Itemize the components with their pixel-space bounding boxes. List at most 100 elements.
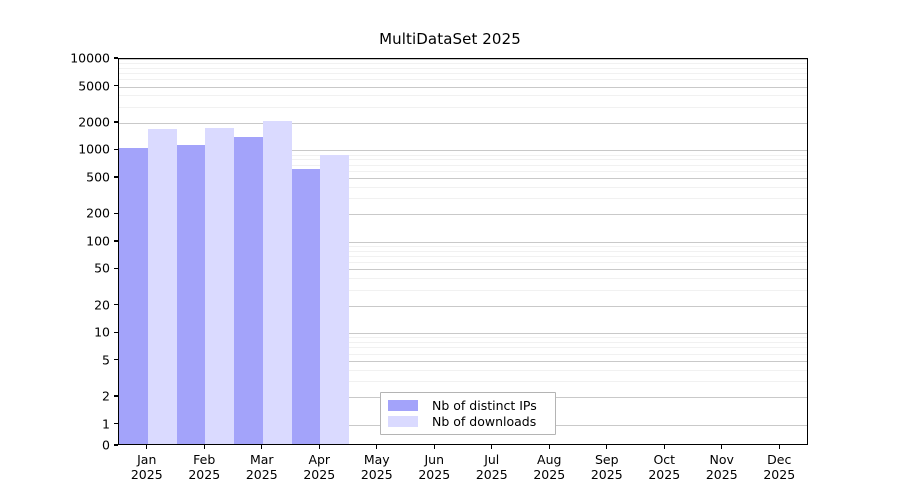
y-tick-label: 10000 [70,50,110,66]
gridline-major [119,360,807,362]
x-tick-month: Nov [709,452,734,467]
x-tick-year: 2025 [590,467,623,483]
gridline-minor [119,381,807,383]
x-tick-month: Mar [249,452,274,467]
gridline-major [119,122,807,124]
y-tick-mark [114,240,118,242]
x-tick-mark [778,445,780,449]
x-tick-label: Sep 2025 [591,452,623,483]
gridline-minor [119,246,807,248]
x-tick-year: 2025 [418,467,451,483]
x-tick-year: 2025 [648,467,681,483]
x-tick-mark [261,445,263,449]
x-tick-label: Apr 2025 [303,452,335,483]
x-tick-label: Dec 2025 [763,452,795,483]
y-tick-label: 5 [102,352,110,368]
y-tick-mark [114,84,118,87]
y-tick-mark [114,267,118,270]
x-tick-mark [548,445,550,449]
x-tick-mark [203,445,205,449]
gridline-minor [119,337,807,339]
y-tick-mark [114,57,118,59]
gridline-minor [119,278,807,280]
gridline-minor [119,262,807,264]
x-tick-year: 2025 [705,467,738,483]
gridline-minor [119,170,807,172]
y-tick-mark [114,444,118,446]
gridline-major [119,333,807,335]
y-tick-mark [114,176,118,178]
bar [147,128,177,444]
gridline-minor [119,154,807,156]
gridline-minor [119,106,807,108]
gridline-minor [119,198,807,200]
x-tick-label: Oct 2025 [648,452,680,483]
bar [176,144,206,444]
y-tick-label: 0 [102,437,110,453]
gridline-major [119,269,807,271]
x-tick-year: 2025 [360,467,393,483]
x-tick-year: 2025 [188,467,221,483]
gridline-minor [119,289,807,291]
legend-swatch [388,399,418,411]
x-tick-year: 2025 [763,467,796,483]
x-tick-label: May 2025 [361,452,393,483]
gridline-minor [119,250,807,252]
chart-title: MultiDataSet 2025 [379,30,521,48]
gridline-minor [119,63,807,65]
x-tick-mark [318,445,320,449]
x-tick-month: Oct [653,452,676,467]
legend-item[interactable]: Nb of distinct IPs [388,397,548,413]
y-tick-mark [114,423,118,425]
y-tick-label: 20 [94,297,110,313]
y-tick-label: 500 [86,169,110,185]
gridline-major [119,86,807,88]
x-tick-label: Jan 2025 [131,452,163,483]
x-tick-label: Aug 2025 [533,452,565,483]
y-tick-label: 200 [86,205,110,221]
x-tick-mark [606,445,608,449]
y-tick-mark [114,212,118,215]
y-tick-mark [114,359,118,361]
x-tick-year: 2025 [130,467,163,483]
x-tick-mark [433,445,435,449]
x-tick-mark [491,445,493,449]
x-tick-month: Dec [767,452,792,467]
gridline-minor [119,79,807,81]
x-tick-year: 2025 [245,467,278,483]
x-tick-mark [376,445,378,449]
gridline-minor [119,164,807,166]
x-tick-year: 2025 [303,467,336,483]
plot-area [118,58,808,445]
x-tick-label: Mar 2025 [246,452,278,483]
y-tick-label: 100 [86,233,110,249]
bar [320,154,350,444]
gridline-major [119,177,807,179]
gridline-minor [119,67,807,69]
bar [205,127,235,444]
y-tick-mark [114,395,118,397]
x-tick-month: Sep [594,452,619,467]
x-tick-mark [146,445,148,449]
legend-item[interactable]: Nb of downloads [388,413,548,429]
x-tick-year: 2025 [533,467,566,483]
x-tick-label: Jun 2025 [418,452,450,483]
x-tick-month: Jul [484,452,500,467]
y-tick-mark [114,121,118,123]
y-tick-label: 2 [102,388,110,404]
gridline-minor [119,73,807,75]
gridline-major [119,150,807,152]
legend-label: Nb of distinct IPs [432,397,537,413]
x-tick-month: Jun [424,452,445,467]
y-tick-label: 2000 [78,114,110,130]
x-tick-label: Feb 2025 [188,452,220,483]
x-tick-label: Jul 2025 [476,452,508,483]
gridline-minor [119,353,807,355]
y-tick-mark [114,148,118,151]
legend-label: Nb of downloads [432,413,537,429]
y-tick-mark [114,304,118,306]
gridline-major [119,241,807,243]
y-tick-label: 10 [94,324,110,340]
gridline-minor [119,159,807,161]
